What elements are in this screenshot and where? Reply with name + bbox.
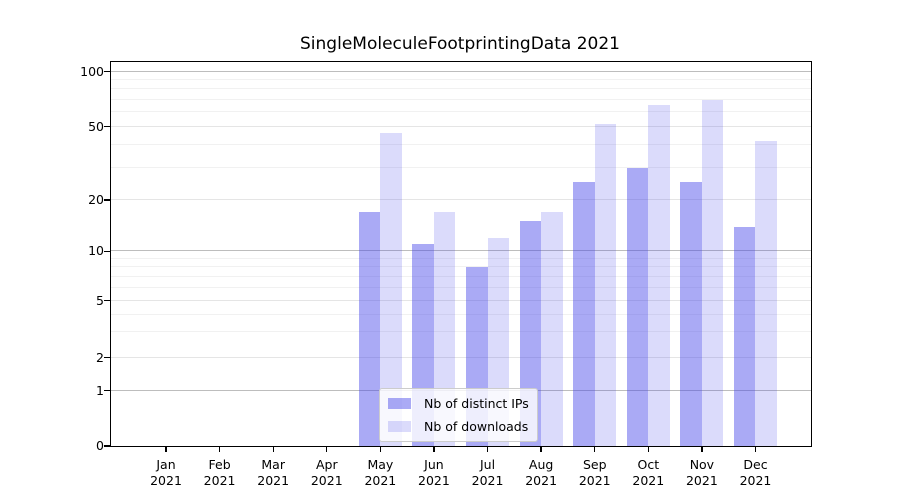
gridline-major xyxy=(111,70,811,72)
legend-swatch-distinct-ips xyxy=(388,398,411,409)
y-tick-label: 1 xyxy=(96,382,104,398)
y-tick-label: 20 xyxy=(88,192,104,208)
bar-downloads xyxy=(755,140,777,446)
bar-distinct-ips xyxy=(573,182,595,446)
y-tick-mark xyxy=(103,250,110,253)
legend-swatch-downloads xyxy=(388,421,411,432)
gridline xyxy=(111,356,811,358)
gridline-minor xyxy=(111,78,811,80)
gridline-minor xyxy=(111,166,811,168)
x-tick-mark xyxy=(326,446,328,452)
y-tick-label: 100 xyxy=(80,63,104,79)
x-tick-mark xyxy=(754,446,757,452)
x-tick-mark xyxy=(433,446,435,452)
x-tick-mark xyxy=(165,446,167,452)
x-tick-label: Jul 2021 xyxy=(471,457,504,488)
bar-distinct-ips xyxy=(626,167,649,446)
gridline-minor xyxy=(111,275,811,277)
x-tick-mark xyxy=(701,446,703,452)
y-tick-label: 2 xyxy=(96,349,104,365)
gridline xyxy=(111,299,811,301)
x-tick-mark xyxy=(218,446,221,452)
x-tick-label: Feb 2021 xyxy=(203,457,236,488)
x-tick-mark xyxy=(379,446,381,452)
gridline xyxy=(111,125,811,127)
legend-label-distinct-ips: Nb of distinct IPs xyxy=(424,396,529,411)
x-tick-label: May 2021 xyxy=(364,457,397,488)
y-tick-mark xyxy=(103,70,110,73)
bar-downloads xyxy=(380,133,402,446)
y-tick-mark xyxy=(103,389,110,392)
gridline-minor xyxy=(111,266,811,268)
x-tick-mark xyxy=(540,446,542,452)
legend: Nb of distinct IPs Nb of downloads xyxy=(379,388,538,442)
x-tick-label: Mar 2021 xyxy=(257,457,290,488)
y-tick-label: 50 xyxy=(88,118,104,134)
y-tick-mark xyxy=(103,445,110,447)
legend-entry-distinct-ips: Nb of distinct IPs xyxy=(388,394,529,413)
chart-title: SingleMoleculeFootprintingData 2021 xyxy=(300,34,620,54)
gridline-minor xyxy=(111,143,811,145)
gridline xyxy=(111,199,811,201)
x-tick-label: Aug 2021 xyxy=(525,457,558,488)
y-tick-label: 5 xyxy=(96,292,104,308)
bar-distinct-ips xyxy=(680,182,702,446)
x-tick-mark xyxy=(272,446,274,452)
bar-distinct-ips xyxy=(733,226,756,446)
bar-downloads xyxy=(594,123,617,446)
plot-area: Nb of distinct IPs Nb of downloads Jan 2… xyxy=(80,61,812,488)
x-tick-label: Dec 2021 xyxy=(739,457,772,488)
gridline-minor xyxy=(111,98,811,100)
bar-downloads xyxy=(701,99,724,446)
y-tick-mark xyxy=(103,300,110,302)
bar-downloads xyxy=(541,212,563,446)
x-tick-label: Oct 2021 xyxy=(632,457,665,488)
gridline-minor xyxy=(111,111,811,113)
gridline-minor xyxy=(111,257,811,259)
gridline-minor xyxy=(111,313,811,315)
x-tick-mark xyxy=(594,446,596,452)
y-tick-mark xyxy=(103,126,110,128)
y-tick-mark xyxy=(103,356,110,359)
x-tick-label: Nov 2021 xyxy=(685,457,718,488)
x-tick-mark xyxy=(647,446,649,452)
y-tick-label: 0 xyxy=(96,438,104,453)
gridline-minor xyxy=(111,331,811,333)
bar-downloads xyxy=(648,104,670,446)
x-tick-label: Sep 2021 xyxy=(578,457,611,488)
bar-distinct-ips xyxy=(358,212,381,446)
x-tick-label: Apr 2021 xyxy=(310,457,343,488)
x-tick-label: Jan 2021 xyxy=(150,457,182,488)
gridline-minor xyxy=(111,88,811,90)
y-tick-mark xyxy=(103,199,110,201)
x-tick-label: Jun 2021 xyxy=(418,457,450,488)
x-tick-mark xyxy=(486,446,489,452)
y-tick-label: 10 xyxy=(88,243,104,259)
legend-entry-downloads: Nb of downloads xyxy=(388,417,529,436)
gridline-major xyxy=(111,250,811,252)
bar-downloads xyxy=(433,212,456,446)
legend-label-downloads: Nb of downloads xyxy=(424,419,529,434)
gridline-minor xyxy=(111,286,811,288)
